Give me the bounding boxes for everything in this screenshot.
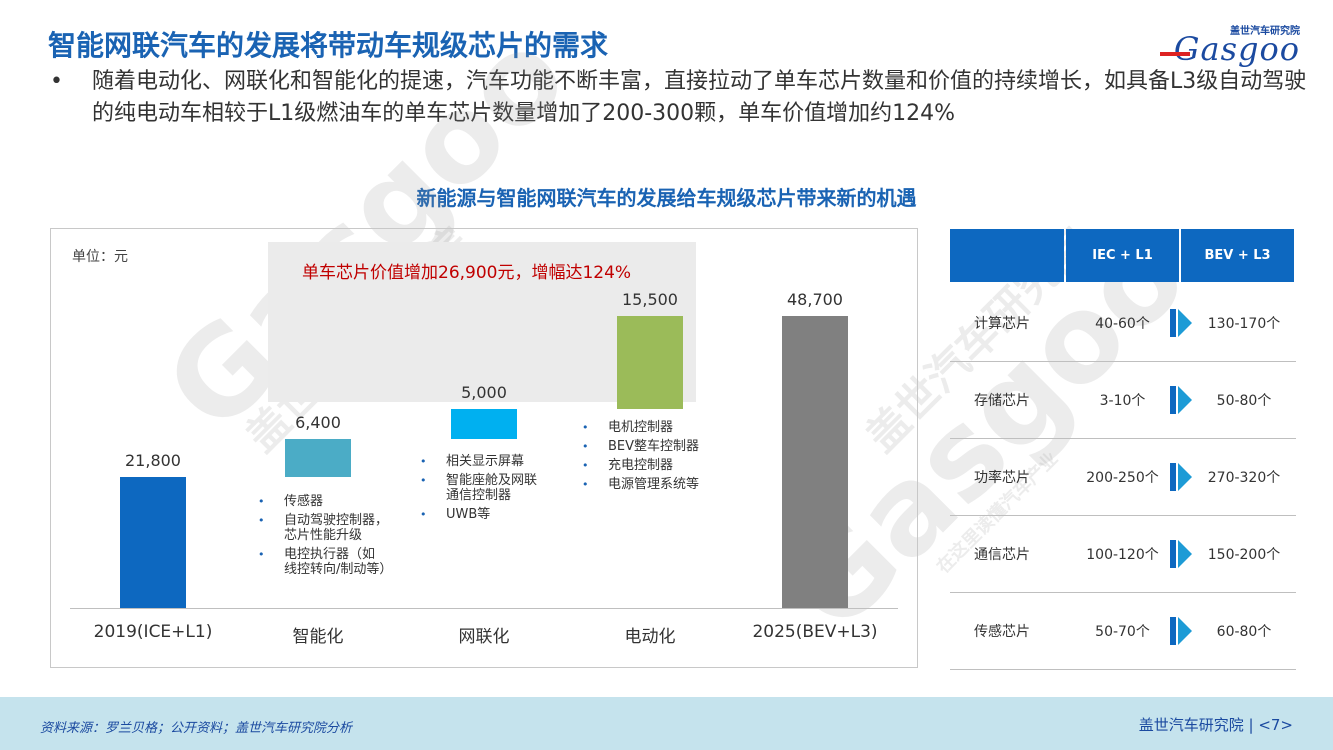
table-row-name: 通信芯片 [974,546,1030,563]
bar-value-label: 5,000 [461,382,507,402]
bar-4 [617,316,683,409]
bullet-icon: • [50,69,63,94]
table-row-after: 50-80个 [1216,392,1272,409]
table-header-blank [950,229,1064,282]
note-item: 传感器 [258,494,428,509]
table-row-after: 60-80个 [1216,623,1272,640]
notes-electric: 电机控制器 BEV整车控制器充电控制器电源管理系统等 [582,420,752,496]
gasgoo-logo: 盖世汽车研究院 Gasgoo [1160,22,1300,68]
logo-accent-bar [1160,52,1190,56]
table-row-before: 40-60个 [1095,315,1150,332]
page-number: <7> [1258,716,1293,734]
table-row-before: 3-10个 [1099,392,1146,409]
note-item: 相关显示屏幕 [420,454,590,469]
arrow-right-icon [1170,385,1192,414]
footer-separator: | [1248,716,1259,734]
table-row-name: 传感芯片 [974,623,1030,640]
bar-5 [782,316,848,608]
category-label: 2025(BEV+L3) [752,622,878,642]
notes-connected: 相关显示屏幕智能座舱及网联通信控制器 UWB等 [420,454,590,526]
table-row-before: 100-120个 [1086,546,1159,563]
note-item: 电机控制器 [582,420,752,435]
note-item: 充电控制器 [582,458,752,473]
table-header-after: BEV + L3 [1181,229,1294,282]
highlight-text: 单车芯片价值增加26,900元，增幅达124% [302,263,632,283]
table-row-divider [950,592,1296,593]
category-label: 2019(ICE+L1) [93,622,213,642]
table-row-divider [950,438,1296,439]
footer-source: 资料来源：罗兰贝格；公开资料；盖世汽车研究院分析 [40,721,353,736]
category-label: 智能化 [292,627,344,647]
x-axis-line [70,608,898,609]
table-row-before: 50-70个 [1095,623,1150,640]
table-row-divider [950,669,1296,670]
table-row-before: 200-250个 [1086,469,1159,486]
table-row-after: 270-320个 [1207,469,1281,486]
table-row-divider [950,361,1296,362]
note-item: UWB等 [420,507,590,522]
chart-frame [50,228,918,668]
arrow-right-icon [1170,308,1192,337]
footer-page: 盖世汽车研究院 | <7> [1139,714,1293,735]
category-label: 电动化 [624,627,676,647]
note-item: BEV整车控制器 [582,439,752,454]
bar-value-label: 6,400 [295,412,341,432]
chart-unit-label: 单位：元 [72,249,128,265]
bar-3 [451,408,517,439]
footer-org: 盖世汽车研究院 [1138,716,1244,734]
category-label: 网联化 [458,627,510,647]
table-row-after: 130-170个 [1207,315,1281,332]
table-header-before: IEC + L1 [1066,229,1179,282]
table-row-divider [950,515,1296,516]
arrow-right-icon [1170,539,1192,568]
arrow-right-icon [1170,616,1192,645]
logo-wordmark: Gasgoo [1173,30,1300,68]
bar-1 [120,477,186,608]
bar-value-label: 15,500 [622,290,678,309]
table-row-after: 150-200个 [1207,546,1281,563]
note-item: 自动驾驶控制器，芯片性能升级 [258,513,428,543]
page-title: 智能网联汽车的发展将带动车规级芯片的需求 [48,29,609,62]
table-row-name: 计算芯片 [974,315,1030,332]
bar-value-label: 48,700 [787,290,843,309]
logo-subtitle: 盖世汽车研究院 [1230,26,1300,37]
chart-subtitle: 新能源与智能网联汽车的发展给车规级芯片带来新的机遇 [416,186,917,210]
footer-bar [0,697,1333,750]
bar-value-label: 21,800 [125,451,181,471]
table-row-name: 存储芯片 [974,392,1030,409]
arrow-right-icon [1170,462,1192,491]
bar-2 [285,438,351,478]
note-item: 电源管理系统等 [582,477,752,492]
table-row-name: 功率芯片 [974,469,1030,486]
intro-bullet-text: 随着电动化、网联化和智能化的提速，汽车功能不断丰富，直接拉动了单车芯片数量和价值… [92,69,1307,126]
